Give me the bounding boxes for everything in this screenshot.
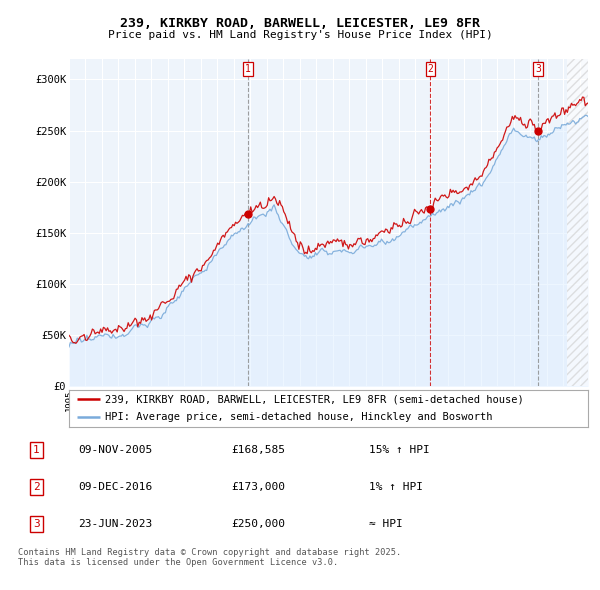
- Text: 23-JUN-2023: 23-JUN-2023: [78, 519, 152, 529]
- Text: 09-DEC-2016: 09-DEC-2016: [78, 482, 152, 491]
- Text: 2: 2: [428, 64, 433, 74]
- Text: 1% ↑ HPI: 1% ↑ HPI: [369, 482, 423, 491]
- Text: HPI: Average price, semi-detached house, Hinckley and Bosworth: HPI: Average price, semi-detached house,…: [106, 412, 493, 422]
- Text: 2: 2: [33, 482, 40, 491]
- Text: 09-NOV-2005: 09-NOV-2005: [78, 445, 152, 455]
- Text: 239, KIRKBY ROAD, BARWELL, LEICESTER, LE9 8FR: 239, KIRKBY ROAD, BARWELL, LEICESTER, LE…: [120, 17, 480, 30]
- Text: 3: 3: [535, 64, 541, 74]
- Text: £168,585: £168,585: [231, 445, 285, 455]
- Text: Price paid vs. HM Land Registry's House Price Index (HPI): Price paid vs. HM Land Registry's House …: [107, 30, 493, 40]
- Text: 3: 3: [33, 519, 40, 529]
- Text: ≈ HPI: ≈ HPI: [369, 519, 403, 529]
- Text: 239, KIRKBY ROAD, BARWELL, LEICESTER, LE9 8FR (semi-detached house): 239, KIRKBY ROAD, BARWELL, LEICESTER, LE…: [106, 394, 524, 404]
- Text: £173,000: £173,000: [231, 482, 285, 491]
- Text: 1: 1: [245, 64, 251, 74]
- Text: 1: 1: [33, 445, 40, 455]
- Text: 15% ↑ HPI: 15% ↑ HPI: [369, 445, 430, 455]
- Text: Contains HM Land Registry data © Crown copyright and database right 2025.
This d: Contains HM Land Registry data © Crown c…: [18, 548, 401, 567]
- Text: £250,000: £250,000: [231, 519, 285, 529]
